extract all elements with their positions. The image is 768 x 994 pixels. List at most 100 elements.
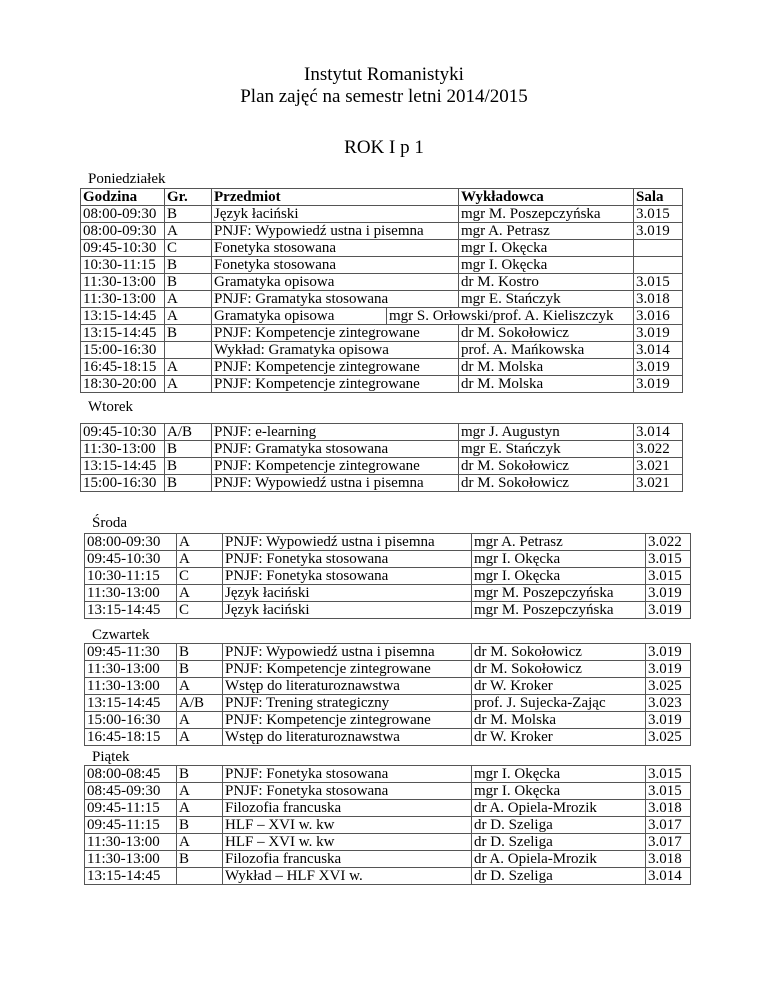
time-cell: 08:00-09:30 bbox=[80, 222, 165, 240]
group-cell: A bbox=[164, 222, 212, 240]
time-cell: 16:45-18:15 bbox=[84, 728, 177, 746]
table-row: 16:45-18:15 A PNJF: Kompetencje zintegrowa… bbox=[80, 358, 684, 376]
table-row: 15:00-16:30 A PNJF: Kompetencje zintegrowa… bbox=[84, 711, 691, 729]
table-row: 11:30-13:00 A HLF – XVI w. kw dr D. Szeliga… bbox=[84, 833, 691, 851]
table-row: 09:45-10:30 A/B PNJF: e-learning mgr J. Aug… bbox=[80, 423, 684, 441]
time-cell: 08:00-09:30 bbox=[84, 533, 177, 551]
group-cell: B bbox=[164, 324, 212, 342]
subject-cell: PNJF: Fonetyka stosowana bbox=[222, 765, 472, 783]
group-cell: B bbox=[176, 660, 223, 678]
time-cell: 09:45-11:30 bbox=[84, 643, 177, 661]
time-cell: 13:15-14:45 bbox=[80, 324, 165, 342]
lecturer-cell: mgr I. Okęcka bbox=[471, 782, 646, 800]
time-cell: 11:30-13:00 bbox=[84, 833, 177, 851]
table-row: 11:30-13:00 B Gramatyka opisowa dr M. Kostr… bbox=[80, 273, 684, 291]
lecturer-cell: dr A. Opiela-Mrozik bbox=[471, 799, 646, 817]
group-cell: B bbox=[176, 816, 223, 834]
subject-cell: PNJF: Gramatyka stosowana bbox=[210, 290, 460, 308]
lecturer-cell: prof. J. Sujecka-Zając bbox=[471, 694, 646, 712]
subject-cell: PNJF: e-learning bbox=[210, 423, 460, 441]
group-cell bbox=[164, 341, 212, 359]
group-cell: B bbox=[176, 643, 223, 661]
time-cell: 13:15-14:45 bbox=[80, 457, 165, 475]
table-row: 11:30-13:00 B PNJF: Gramatyka stosowana mgr… bbox=[80, 440, 684, 458]
subject-cell: PNJF: Gramatyka stosowana bbox=[210, 440, 460, 458]
lecturer-cell: mgr E. Stańczyk bbox=[458, 440, 635, 458]
room-cell: 3.014 bbox=[633, 341, 684, 359]
group-cell: A bbox=[176, 782, 223, 800]
lecturer-cell: mgr J. Augustyn bbox=[458, 423, 635, 441]
column-header: Gr. bbox=[164, 188, 212, 206]
subject-cell: PNJF: Kompetencje zintegrowane bbox=[210, 324, 460, 342]
group-cell: B bbox=[176, 765, 223, 783]
subject-cell: PNJF: Wypowiedź ustna i pisemna bbox=[210, 222, 460, 240]
schedule-table: Godzina Gr. Przedmiot Wykładowca Sala 08:00-0… bbox=[80, 188, 684, 393]
lecturer-cell: prof. A. Mańkowska bbox=[458, 341, 635, 359]
time-cell: 13:15-14:45 bbox=[84, 601, 177, 619]
table-row: 11:30-13:00 A PNJF: Gramatyka stosowana mgr… bbox=[80, 290, 684, 308]
room-cell bbox=[633, 239, 684, 257]
time-cell: 11:30-13:00 bbox=[80, 273, 165, 291]
schedule-table: 09:45-11:30 B PNJF: Wypowiedź ustna i pise… bbox=[84, 643, 691, 746]
table-row: 09:45-10:30 A PNJF: Fonetyka stosowana mgr … bbox=[84, 550, 691, 568]
time-cell: 18:30-20:00 bbox=[80, 375, 165, 393]
group-cell: A bbox=[176, 533, 223, 551]
lecturer-cell: dr D. Szeliga bbox=[471, 816, 646, 834]
lecturer-cell: mgr E. Stańczyk bbox=[458, 290, 635, 308]
subject-cell: PNJF: Wypowiedź ustna i pisemna bbox=[210, 474, 460, 492]
subject-cell: PNJF: Kompetencje zintegrowane bbox=[210, 375, 460, 393]
room-cell: 3.019 bbox=[645, 584, 691, 602]
group-cell: A bbox=[164, 307, 212, 325]
subject-cell: HLF – XVI w. kw bbox=[222, 816, 472, 834]
room-cell: 3.015 bbox=[645, 782, 691, 800]
time-cell: 09:45-11:15 bbox=[84, 816, 177, 834]
lecturer-cell: dr M. Kostro bbox=[458, 273, 635, 291]
room-cell: 3.014 bbox=[645, 867, 691, 885]
group-cell: A bbox=[176, 550, 223, 568]
lecturer-cell: dr M. Sokołowicz bbox=[471, 660, 646, 678]
table-row: 15:00-16:30 Wykład: Gramatyka opisowa prof… bbox=[80, 341, 684, 359]
column-header: Przedmiot bbox=[210, 188, 460, 206]
subject-cell: PNJF: Trening strategiczny bbox=[222, 694, 472, 712]
room-cell: 3.019 bbox=[633, 324, 684, 342]
group-cell: A bbox=[176, 677, 223, 695]
lecturer-cell: mgr I. Okęcka bbox=[471, 765, 646, 783]
room-cell: 3.019 bbox=[645, 601, 691, 619]
group-cell: A bbox=[176, 833, 223, 851]
room-cell: 3.015 bbox=[633, 205, 684, 223]
room-cell: 3.022 bbox=[633, 440, 684, 458]
subject-cell: Gramatyka opisowa bbox=[211, 307, 387, 325]
time-cell: 15:00-16:30 bbox=[80, 341, 165, 359]
time-cell: 11:30-13:00 bbox=[80, 440, 165, 458]
day-label: Czwartek bbox=[92, 627, 150, 643]
lecturer-cell: dr M. Molska bbox=[458, 375, 635, 393]
subject-cell: Fonetyka stosowana bbox=[210, 256, 460, 274]
column-header: Godzina bbox=[80, 188, 165, 206]
table-row: 08:00-09:30 B Język łaciński mgr M. Poszepc… bbox=[80, 205, 684, 223]
lecturer-cell: dr D. Szeliga bbox=[471, 833, 646, 851]
group-cell: B bbox=[164, 256, 212, 274]
lecturer-cell: mgr M. Poszepczyńska bbox=[458, 205, 635, 223]
day-label: Środa bbox=[92, 515, 127, 531]
table-row: 13:15-14:45 Wykład – HLF XVI w. dr D. Szel… bbox=[84, 867, 691, 885]
table-row: 08:00-08:45 B PNJF: Fonetyka stosowana mgr … bbox=[84, 765, 691, 783]
table-row: 11:30-13:00 B PNJF: Kompetencje zintegrowa… bbox=[84, 660, 691, 678]
table-row: 09:45-11:30 B PNJF: Wypowiedź ustna i pise… bbox=[84, 643, 691, 661]
lecturer-cell: dr W. Kroker bbox=[471, 728, 646, 746]
room-cell: 3.019 bbox=[633, 358, 684, 376]
time-cell: 11:30-13:00 bbox=[84, 850, 177, 868]
institute-title: Instytut Romanistyki bbox=[304, 64, 464, 85]
lecturer-cell: dr D. Szeliga bbox=[471, 867, 646, 885]
time-cell: 11:30-13:00 bbox=[84, 677, 177, 695]
room-cell: 3.019 bbox=[633, 375, 684, 393]
subject-cell: PNJF: Kompetencje zintegrowane bbox=[210, 358, 460, 376]
room-cell: 3.015 bbox=[633, 273, 684, 291]
group-cell: C bbox=[176, 601, 223, 619]
subject-cell: PNJF: Kompetencje zintegrowane bbox=[222, 711, 472, 729]
subject-cell: Fonetyka stosowana bbox=[210, 239, 460, 257]
room-cell: 3.019 bbox=[633, 222, 684, 240]
year-title: ROK I p 1 bbox=[344, 137, 424, 158]
room-cell: 3.014 bbox=[633, 423, 684, 441]
time-cell: 13:15-14:45 bbox=[84, 694, 177, 712]
